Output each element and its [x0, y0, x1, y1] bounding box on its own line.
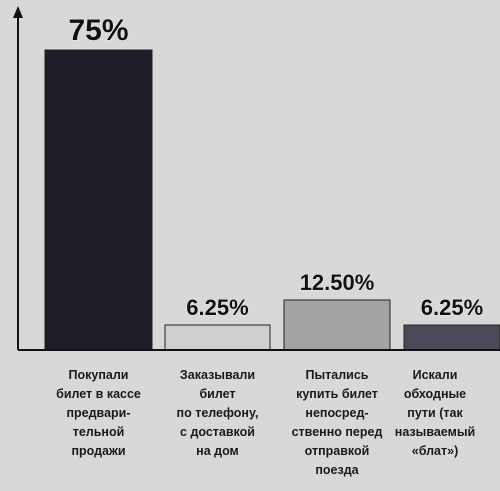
- y-axis-arrow: [13, 6, 23, 18]
- category-label: Пытались купить билет непосред- ственно …: [291, 368, 383, 477]
- value-label: 6.25%: [421, 295, 483, 320]
- value-label: 6.25%: [186, 295, 248, 320]
- value-label: 12.50%: [300, 270, 375, 295]
- bar: [403, 324, 500, 351]
- category-label: Искали обходные пути (так называемый «бл…: [394, 368, 476, 458]
- bar: [283, 299, 391, 351]
- bar: [44, 49, 153, 351]
- bar: [164, 324, 271, 351]
- value-label: 75%: [68, 14, 128, 47]
- category-label: Заказывали билет по телефону, с доставко…: [176, 368, 259, 458]
- category-label: Покупали билет в кассе предвари- тельной…: [56, 368, 141, 458]
